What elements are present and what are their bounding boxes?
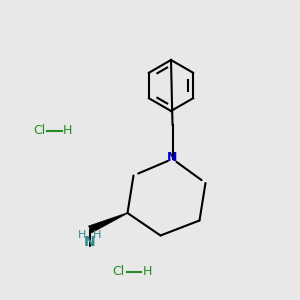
- Text: H: H: [78, 230, 87, 240]
- Text: Cl: Cl: [112, 265, 124, 278]
- Text: H: H: [63, 124, 72, 137]
- Text: N: N: [84, 235, 96, 248]
- Text: N: N: [167, 151, 178, 164]
- Text: Cl: Cl: [33, 124, 45, 137]
- Text: H: H: [93, 230, 102, 240]
- Text: H: H: [142, 265, 152, 278]
- Polygon shape: [88, 213, 128, 233]
